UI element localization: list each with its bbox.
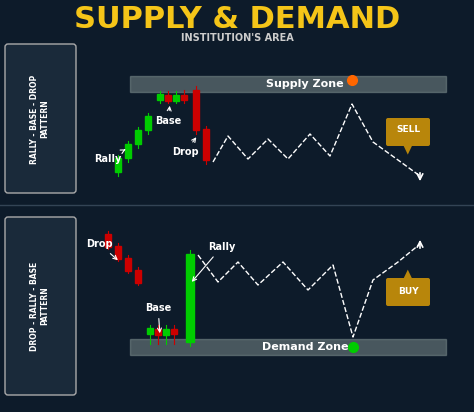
Bar [181,95,187,100]
Text: Base: Base [145,303,171,332]
Bar [105,234,111,247]
Text: Rally: Rally [192,242,236,281]
Text: Demand Zone: Demand Zone [262,342,348,352]
Text: Drop: Drop [172,138,199,157]
Text: RALLY - BASE - DROP
PATTERN: RALLY - BASE - DROP PATTERN [30,75,50,164]
Bar [135,130,141,144]
Bar [130,76,446,92]
Text: INSTITUTION'S AREA: INSTITUTION'S AREA [181,33,293,43]
Bar [125,258,131,271]
Text: Drop: Drop [86,239,117,260]
Text: Supply Zone: Supply Zone [266,79,344,89]
Bar [115,246,121,259]
Bar [125,144,131,158]
Bar [135,270,141,283]
Bar [186,254,194,342]
Text: BUY: BUY [398,286,419,295]
FancyBboxPatch shape [5,44,76,193]
FancyBboxPatch shape [5,217,76,395]
Bar [130,339,446,355]
Bar [193,90,199,130]
Bar [165,95,171,101]
Text: SUPPLY & DEMAND: SUPPLY & DEMAND [74,5,400,33]
Text: DROP - RALLY - BASE
PATTERN: DROP - RALLY - BASE PATTERN [30,261,50,351]
Text: Base: Base [155,107,181,126]
Text: ▲: ▲ [403,267,413,281]
Bar [115,158,121,172]
FancyBboxPatch shape [386,278,430,306]
Bar [147,328,153,334]
FancyBboxPatch shape [386,118,430,146]
Text: ▼: ▼ [403,143,413,155]
Bar [163,329,169,335]
Text: SELL: SELL [396,124,420,133]
Bar [203,129,209,160]
Bar [157,94,163,100]
Bar [173,95,179,101]
Bar [171,329,177,334]
Text: Rally: Rally [94,150,125,164]
Bar [145,116,151,130]
Bar [155,329,161,335]
